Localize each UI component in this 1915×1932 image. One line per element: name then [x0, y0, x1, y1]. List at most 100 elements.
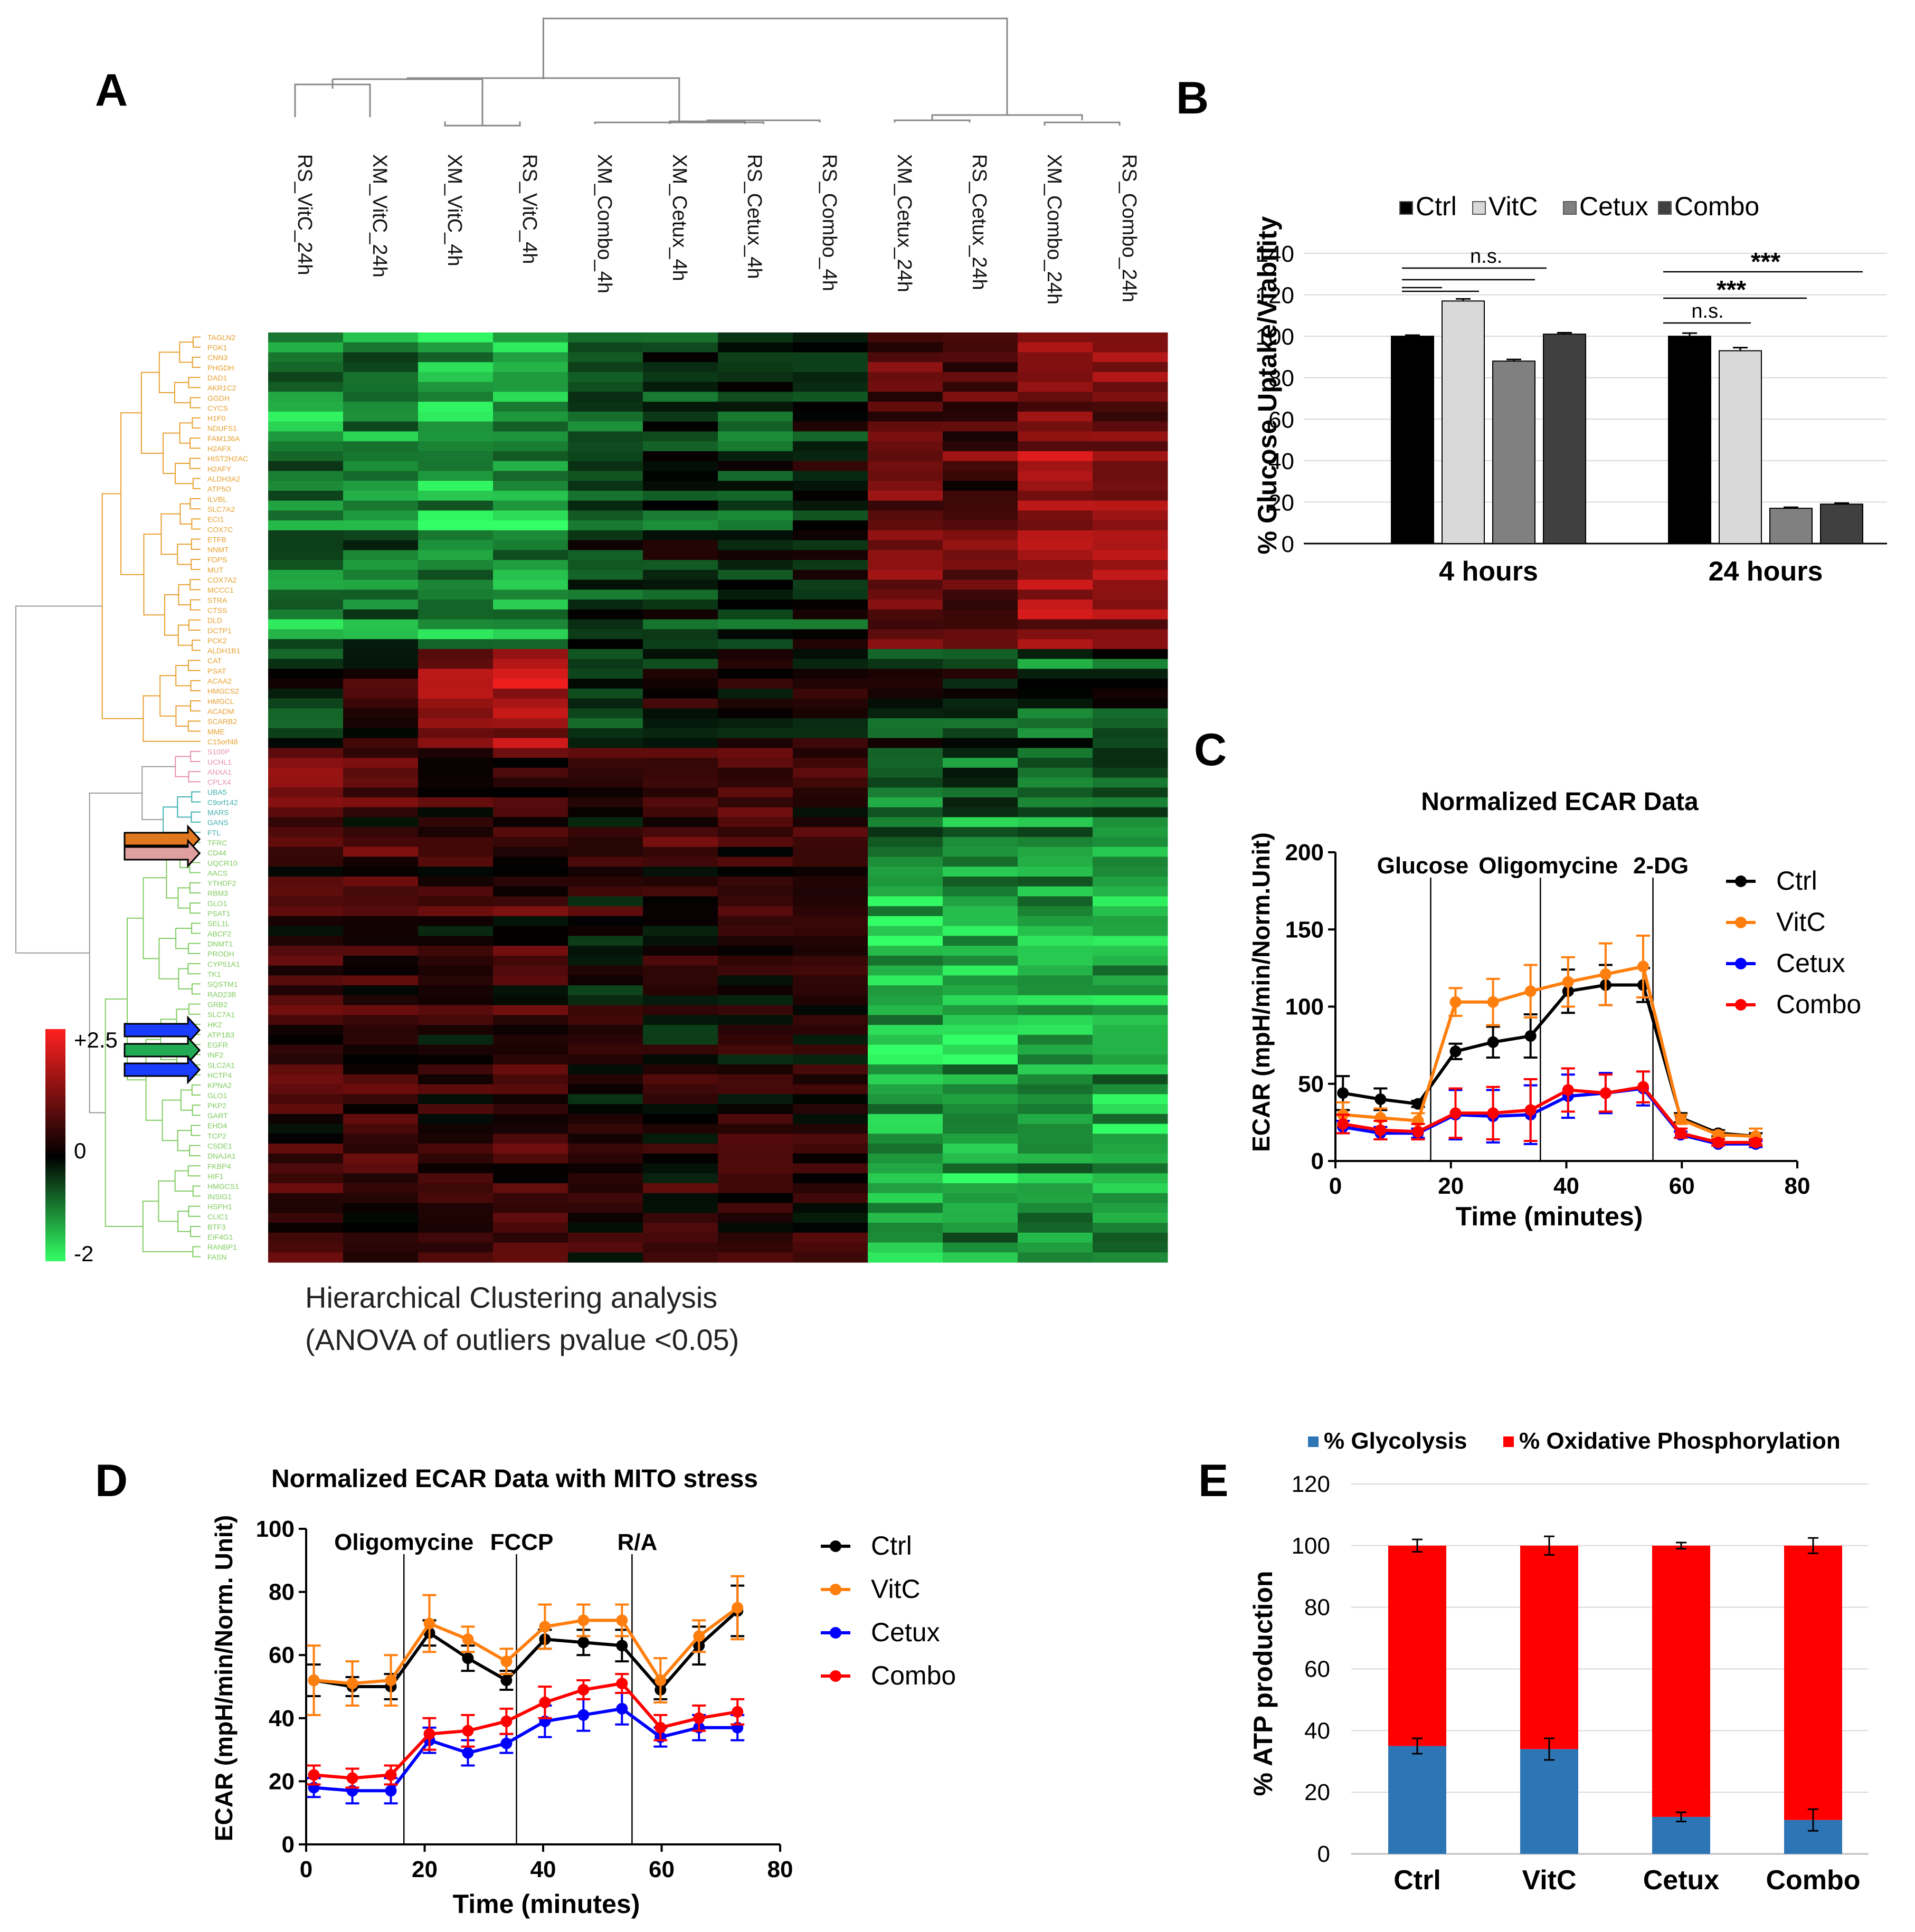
column-label: XM_Cetux_24h [893, 154, 915, 292]
heatmap-cell [568, 639, 643, 650]
heatmap-cell [1093, 1242, 1168, 1253]
heatmap-cell [343, 867, 419, 877]
gene-label: EHD4 [207, 1121, 227, 1130]
heatmap-cell [343, 352, 419, 363]
heatmap-cell [718, 1232, 793, 1243]
heatmap-cell [418, 510, 494, 521]
heatmap-cell [793, 807, 868, 818]
data-point [1487, 1036, 1499, 1048]
dendrogram-branch [177, 1211, 191, 1232]
heatmap-cell [1018, 797, 1093, 808]
heatmap-cell [1093, 975, 1168, 986]
heatmap-cell [1018, 530, 1093, 541]
data-point [577, 1709, 590, 1721]
heatmap-cell [643, 1232, 718, 1243]
heatmap-cell [718, 867, 793, 877]
heatmap-cell [718, 738, 793, 748]
heatmap-cell [943, 955, 1018, 966]
column-label: XM_Combo_4h [593, 154, 615, 293]
bar-glycolysis [1388, 1746, 1446, 1854]
heatmap-cell [793, 1124, 868, 1134]
heatmap-cell [1093, 797, 1168, 808]
heatmap-cell [718, 817, 793, 827]
heatmap-cell [943, 392, 1018, 402]
heatmap-cell [1018, 451, 1093, 462]
heatmap-cell [868, 352, 943, 363]
gene-label: DLD [207, 616, 222, 625]
gene-label: STRA [207, 596, 227, 604]
heatmap-cell [643, 767, 718, 778]
heatmap-cell [568, 629, 643, 640]
heatmap-cell [643, 1134, 718, 1144]
heatmap-cell [268, 1054, 344, 1065]
heatmap-cell [1093, 955, 1168, 966]
heatmap-cell [343, 1044, 419, 1055]
column-label: XM_Combo_24h [1043, 154, 1065, 304]
heatmap-cell [268, 876, 344, 887]
heatmap-cell [1018, 688, 1093, 699]
heatmap-cell [1093, 1064, 1168, 1075]
heatmap-cell [1018, 1153, 1093, 1164]
heatmap-cell [793, 569, 868, 580]
legend-label: Cetux [871, 1617, 940, 1647]
heatmap-cell [793, 1134, 868, 1144]
pink-arrow-icon [124, 839, 201, 868]
dendrogram-branch [594, 121, 764, 124]
data-point [308, 1674, 320, 1687]
gene-label: CSDE1 [207, 1142, 232, 1150]
heatmap-cell [343, 1034, 419, 1045]
heatmap-cell [868, 1054, 943, 1065]
heatmap-cell [943, 1232, 1018, 1243]
dendrogram-branch [188, 377, 201, 388]
heatmap-cell [643, 1015, 718, 1025]
heatmap-cell [868, 708, 943, 719]
gene-label: HMGCS1 [207, 1182, 239, 1191]
heatmap-cell [418, 1183, 494, 1194]
heatmap-cell [868, 1074, 943, 1085]
heatmap-cell [718, 1094, 793, 1105]
heatmap-cell [493, 490, 568, 501]
heatmap-cell [868, 550, 943, 560]
heatmap-cell [1093, 985, 1168, 996]
heatmap-cell [568, 867, 643, 877]
heatmap-cell [418, 748, 494, 758]
legend-label: Cetux [1776, 948, 1845, 978]
data-point [462, 1652, 474, 1664]
heatmap-cell [568, 856, 643, 867]
heatmap-cell [643, 698, 718, 709]
heatmap-cell [793, 1044, 868, 1055]
heatmap-cell [418, 569, 494, 580]
dendrogram-branch [179, 341, 193, 363]
heatmap-cell [418, 441, 494, 452]
heatmap-cell [943, 787, 1018, 798]
heatmap-cell [568, 1015, 643, 1025]
heatmap-cell [793, 629, 868, 640]
data-point [616, 1614, 628, 1626]
dendrogram-branch [191, 811, 201, 823]
heatmap-cell [268, 669, 344, 679]
heatmap-cell [568, 392, 643, 402]
heatmap-cell [343, 411, 419, 422]
heatmap-cell [643, 609, 718, 620]
heatmap-cell [568, 995, 643, 1006]
dendrogram-branch [174, 382, 191, 404]
dendrogram-branch [331, 78, 680, 122]
heatmap-cell [1093, 1173, 1168, 1184]
dendrogram-branch [192, 1246, 201, 1258]
gene-label: ALDH1B1 [207, 646, 240, 655]
heatmap-cell [568, 1074, 643, 1085]
heatmap-cell [343, 679, 419, 689]
heatmap-cell [643, 817, 718, 827]
heatmap-cell [793, 352, 868, 363]
heatmap-cell [1093, 332, 1168, 343]
dendrogram-branch [189, 458, 201, 469]
heatmap-cell [493, 728, 568, 739]
gene-label: GANS [207, 819, 229, 827]
heatmap-cell [268, 1034, 344, 1045]
heatmap-cell [1018, 609, 1093, 620]
heatmap-cell [1018, 421, 1093, 432]
heatmap-cell [868, 698, 943, 709]
heatmap-cell [268, 777, 344, 788]
heatmap-cell [568, 1183, 643, 1194]
